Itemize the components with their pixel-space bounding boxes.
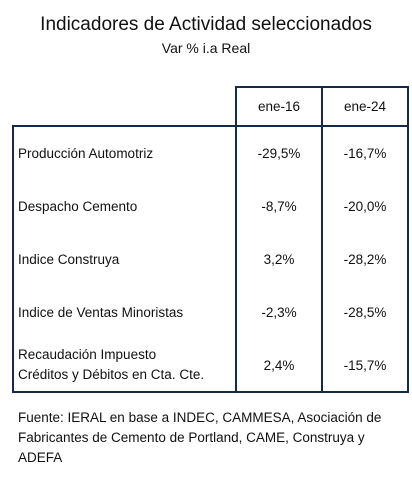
page-title: Indicadores de Actividad seleccionados: [40, 14, 372, 35]
table-row: Producción Automotriz -29,5% -16,7%: [12, 125, 409, 180]
table-row: Recaudación Impuesto Créditos y Débitos …: [12, 339, 409, 393]
row-label: Indice de Ventas Minoristas: [12, 286, 236, 339]
value-ene-24: -15,7%: [322, 339, 409, 393]
table-header-row: ene-16 ene-24: [13, 86, 409, 126]
page-subtitle: Var % i.a Real: [161, 40, 251, 56]
value-ene-24: -20,0%: [322, 180, 409, 233]
column-header-ene-24: ene-24: [322, 86, 409, 126]
column-header-ene-16: ene-16: [235, 86, 323, 126]
row-label-line: Recaudación Impuesto: [18, 347, 157, 362]
table-row: Despacho Cemento -8,7% -20,0%: [12, 180, 409, 233]
value-ene-24: -16,7%: [322, 125, 409, 180]
value-ene-24: -28,2%: [322, 233, 409, 286]
table-row: Indice de Ventas Minoristas -2,3% -28,5%: [12, 286, 409, 339]
value-ene-16: -29,5%: [235, 125, 323, 180]
value-ene-16: 3,2%: [235, 233, 323, 286]
source-note: Fuente: IERAL en base a INDEC, CAMMESA, …: [18, 410, 382, 465]
indicators-table: ene-16 ene-24 Producción Automotriz -29,…: [12, 86, 409, 393]
value-ene-16: -8,7%: [235, 180, 323, 233]
row-label-line: Créditos y Débitos en Cta. Cte.: [18, 367, 205, 382]
row-label: Indice Construya: [12, 233, 236, 286]
value-ene-16: -2,3%: [235, 286, 323, 339]
value-ene-24: -28,5%: [322, 286, 409, 339]
row-label: Producción Automotriz: [12, 125, 236, 180]
value-ene-16: 2,4%: [235, 339, 323, 393]
table-row: Indice Construya 3,2% -28,2%: [12, 233, 409, 286]
row-label: Recaudación Impuesto Créditos y Débitos …: [12, 339, 236, 393]
row-label: Despacho Cemento: [12, 180, 236, 233]
header-empty-cell: [13, 87, 236, 126]
